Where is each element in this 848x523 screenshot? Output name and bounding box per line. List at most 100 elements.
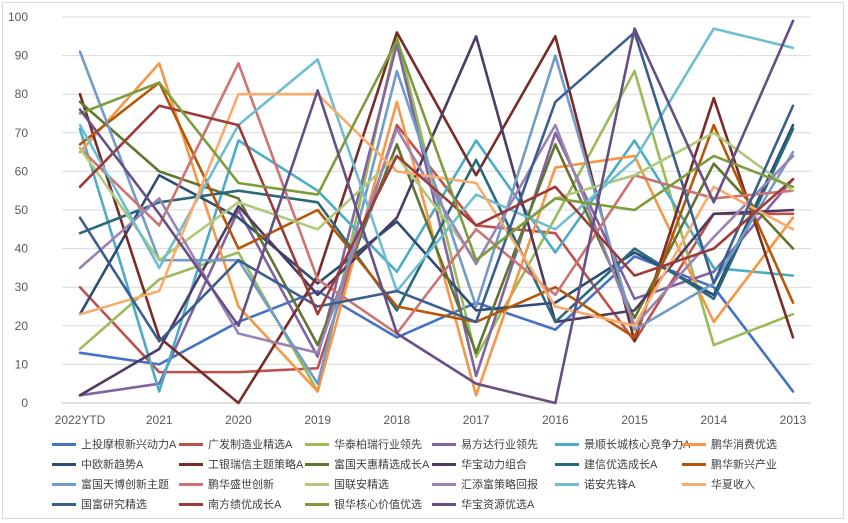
- x-tick-label: 2021: [146, 413, 173, 427]
- legend-label: 华夏收入: [711, 479, 755, 491]
- legend-swatch: [52, 502, 76, 506]
- legend-item: 鹏华消费优选: [682, 436, 777, 452]
- legend-swatch: [555, 482, 579, 486]
- legend-label: 银华核心价值优选: [334, 499, 422, 511]
- y-axis-tick-labels: 0 10 20 30 40 50 60 70 80 90 100: [8, 10, 28, 410]
- legend-label: 华宝资源优选A: [461, 499, 535, 511]
- series-line-12: [78, 81, 795, 339]
- legend-swatch: [179, 502, 203, 506]
- legend-label: 国富研究精选: [81, 499, 147, 511]
- legend-item: 华宝资源优选A: [432, 496, 534, 512]
- legend-swatch: [179, 482, 203, 486]
- legend-label: 鹏华新兴产业: [711, 459, 777, 471]
- series-line-17: [78, 27, 795, 293]
- legend-item: 华泰柏瑞行业领先: [305, 436, 422, 452]
- legend-item: 易方达行业领先: [432, 436, 538, 452]
- legend-swatch: [179, 462, 203, 466]
- legend-label: 易方达行业领先: [461, 439, 538, 451]
- legend-item: 国联安精选: [305, 476, 389, 492]
- series-line-16: [78, 123, 795, 355]
- series-line-9: [78, 100, 795, 355]
- legend-item: 建信优选成长A: [555, 456, 657, 472]
- legend-item: 南方绩优成长A: [179, 496, 281, 512]
- legend-swatch: [682, 462, 706, 466]
- series-line-1: [78, 255, 795, 393]
- legend-item: 广发制造业精选A: [179, 436, 292, 452]
- x-axis-tick-labels: 2022YTD 2021 2020 2019 2018 2017 2016 2015 2014 2…: [55, 413, 807, 427]
- y-tick-label: 60: [15, 164, 29, 178]
- legend-item: 富国天惠精选成长A: [305, 456, 429, 472]
- x-tick-label: 2014: [700, 413, 727, 427]
- legend-item: 鹏华盛世创新: [179, 476, 274, 492]
- legend-label: 南方绩优成长A: [208, 499, 282, 511]
- legend-label: 鹏华消费优选: [711, 439, 777, 451]
- y-tick-label: 70: [15, 126, 29, 140]
- legend-swatch: [432, 482, 456, 486]
- series-line-22: [78, 19, 795, 405]
- series-line-18: [78, 92, 795, 328]
- series-line-20: [78, 104, 795, 316]
- legend-label: 国联安精选: [334, 479, 389, 491]
- legend-label: 上投摩根新兴动力A: [81, 439, 177, 451]
- series-line-8: [78, 31, 795, 405]
- y-tick-label: 80: [15, 87, 29, 101]
- legend-label: 富国天博创新主题: [81, 479, 169, 491]
- legend-item: 鹏华新兴产业: [682, 456, 777, 472]
- legend-swatch: [682, 442, 706, 446]
- legend-item: 工银瑞信主题策略A: [179, 456, 303, 472]
- legend-label: 工银瑞信主题策略A: [208, 459, 304, 471]
- legend-label: 富国天惠精选成长A: [334, 459, 430, 471]
- legend-label: 广发制造业精选A: [208, 439, 293, 451]
- x-tick-label: 2018: [384, 413, 411, 427]
- x-tick-label: 2017: [463, 413, 490, 427]
- legend-item: 中欧新趋势A: [52, 456, 143, 472]
- legend-label: 中欧新趋势A: [81, 459, 144, 471]
- legend-swatch: [52, 442, 76, 446]
- legend-item: 上投摩根新兴动力A: [52, 436, 176, 452]
- legend-label: 汇添富策略回报: [461, 479, 538, 491]
- y-tick-label: 40: [15, 242, 29, 256]
- legend-swatch: [52, 462, 76, 466]
- y-tick-label: 90: [15, 49, 29, 63]
- y-tick-label: 10: [15, 357, 29, 371]
- legend-swatch: [179, 442, 203, 446]
- legend-swatch: [555, 442, 579, 446]
- y-tick-label: 100: [8, 10, 28, 24]
- series-line-2: [78, 123, 795, 374]
- x-tick-label: 2022YTD: [55, 413, 106, 427]
- legend-item: 富国天博创新主题: [52, 476, 169, 492]
- legend-item: 国富研究精选: [52, 496, 147, 512]
- y-tick-label: 30: [15, 280, 29, 294]
- series-line-19: [78, 31, 795, 343]
- legend-item: 银华核心价值优选: [305, 496, 422, 512]
- legend-label: 建信优选成长A: [584, 459, 658, 471]
- x-tick-label: 2019: [304, 413, 331, 427]
- y-tick-label: 50: [15, 203, 29, 217]
- legend-item: 诺安先锋A: [555, 476, 635, 492]
- legend-label: 景顺长城核心竞争力A: [584, 439, 691, 451]
- y-tick-label: 0: [21, 396, 28, 410]
- legend-item: 汇添富策略回报: [432, 476, 538, 492]
- legend-swatch: [305, 442, 329, 446]
- legend-item: 景顺长城核心竞争力A: [555, 436, 690, 452]
- legend-swatch: [52, 482, 76, 486]
- series-line-21: [78, 38, 795, 262]
- legend-item: 华宝动力组合: [432, 456, 527, 472]
- legend-swatch: [432, 502, 456, 506]
- x-tick-label: 2015: [621, 413, 648, 427]
- series-lines: [78, 19, 795, 405]
- x-tick-label: 2013: [780, 413, 807, 427]
- legend-label: 诺安先锋A: [584, 479, 636, 491]
- legend-swatch: [305, 502, 329, 506]
- legend-swatch: [432, 442, 456, 446]
- series-line-14: [78, 62, 795, 335]
- legend-label: 鹏华盛世创新: [208, 479, 274, 491]
- x-tick-label: 2020: [225, 413, 252, 427]
- legend-swatch: [432, 462, 456, 466]
- legend-swatch: [555, 462, 579, 466]
- legend-label: 华宝动力组合: [461, 459, 527, 471]
- legend-swatch: [305, 482, 329, 486]
- legend-swatch: [682, 482, 706, 486]
